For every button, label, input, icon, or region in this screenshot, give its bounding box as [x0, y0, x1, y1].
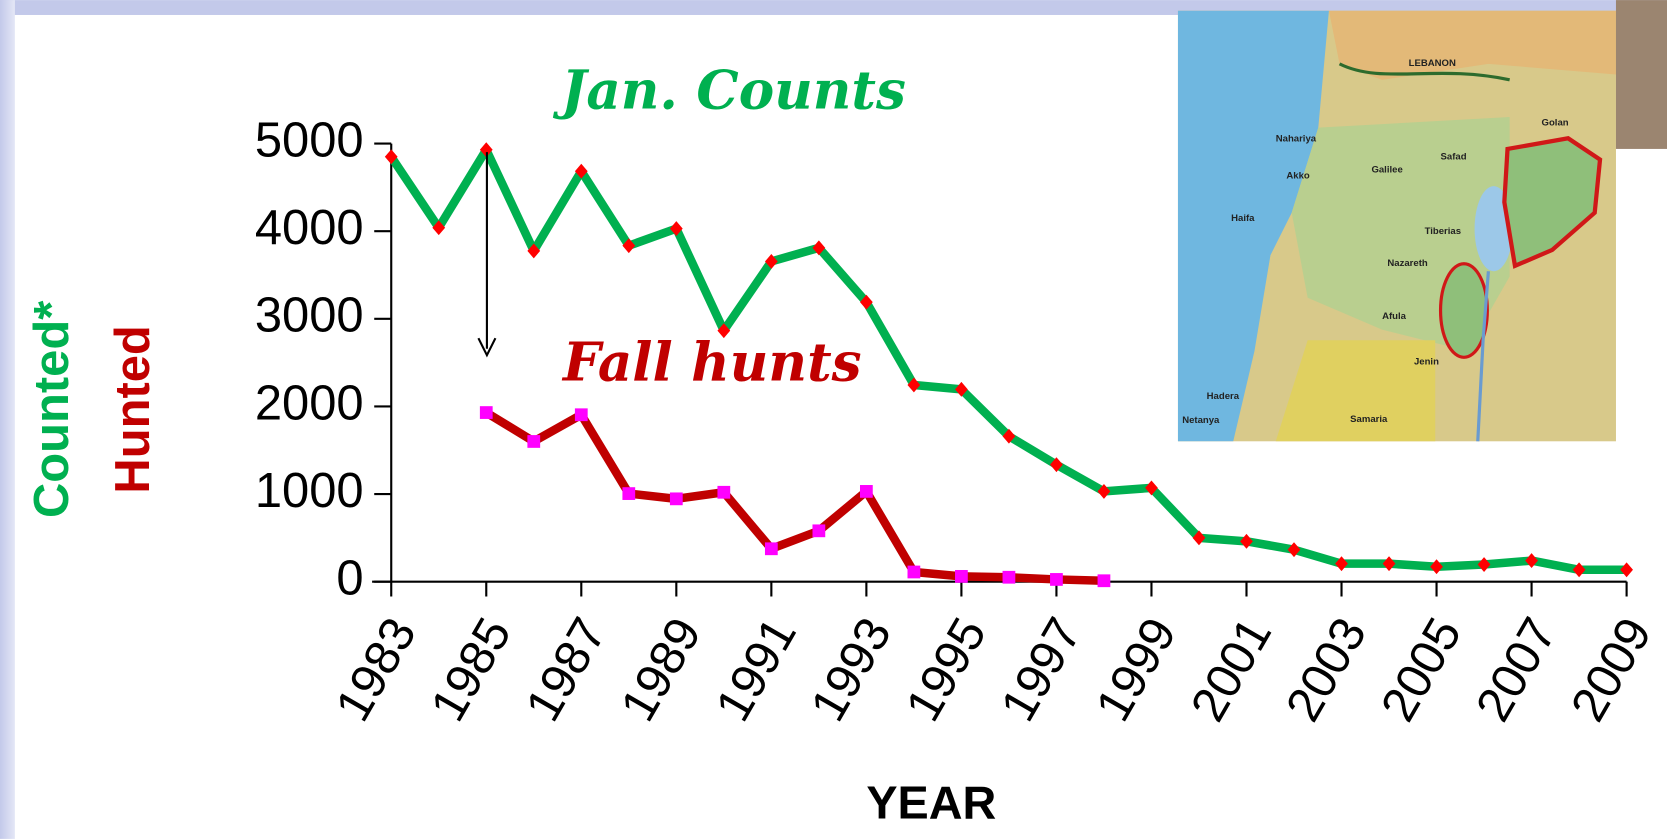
map-label: Safad — [1441, 152, 1467, 163]
map-label: Nahariya — [1276, 133, 1317, 144]
y-tick-label: 3000 — [255, 289, 364, 343]
map-label: LEBANON — [1409, 58, 1456, 69]
marker — [480, 406, 493, 419]
slide: LEBANON Nahariya Akko Galilee Safad Golan Haif… — [0, 0, 1667, 839]
y-axis-label: Counted* — [25, 301, 79, 518]
marker — [717, 486, 730, 499]
annotation: Jan. Counts — [552, 59, 906, 122]
map-label: Akko — [1286, 171, 1310, 182]
map-label: Netanya — [1182, 415, 1220, 426]
marker — [1050, 573, 1063, 586]
marker — [670, 492, 683, 505]
y-tick-label: 5000 — [255, 114, 364, 168]
x-axis-label: YEAR — [866, 776, 996, 828]
map-label: Galilee — [1371, 164, 1402, 175]
marker — [575, 408, 588, 421]
map-label: Nazareth — [1387, 258, 1427, 269]
y-tick-label: 4000 — [255, 201, 364, 255]
map-label: Tiberias — [1425, 226, 1461, 237]
marker — [1003, 571, 1016, 584]
marker — [527, 435, 540, 448]
marker — [1098, 574, 1111, 587]
y-tick-label: 1000 — [255, 464, 364, 518]
marker — [908, 566, 921, 579]
map-label: Afula — [1382, 311, 1407, 322]
marker — [860, 485, 873, 498]
marker — [622, 487, 635, 500]
map-label: Jenin — [1414, 357, 1439, 368]
marker — [955, 570, 968, 583]
marker — [812, 524, 825, 537]
map-label: Hadera — [1207, 391, 1240, 402]
marker — [765, 542, 778, 555]
y-tick-label: 2000 — [255, 376, 364, 430]
annotation: Fall hunts — [561, 331, 862, 394]
left-band — [0, 0, 15, 839]
map-label: Samaria — [1350, 414, 1388, 425]
map-label: Golan — [1542, 118, 1569, 129]
y-axis-label: Hunted — [106, 325, 160, 493]
page: {"chart_data": { "type": "line", "x": [1… — [0, 0, 1667, 839]
y-tick-label: 0 — [336, 552, 363, 606]
map-label: Haifa — [1231, 213, 1255, 224]
